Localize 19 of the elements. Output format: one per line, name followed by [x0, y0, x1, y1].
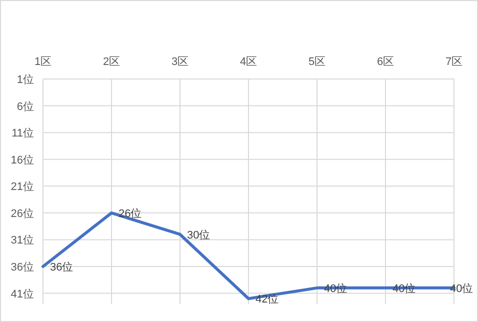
y-tick-label: 26位: [10, 208, 34, 220]
y-tick-label: 41位: [10, 288, 34, 300]
x-tick-label: 7区: [445, 56, 463, 68]
y-tick-label: 16位: [10, 154, 34, 166]
x-tick-label: 3区: [171, 56, 189, 68]
data-label: 36位: [50, 262, 74, 274]
data-label: 30位: [187, 229, 210, 242]
y-tick-label: 1位: [16, 74, 34, 86]
y-tick-label: 11位: [12, 128, 34, 140]
x-tick-label: 4区: [240, 56, 258, 68]
y-tick-label: 36位: [10, 262, 34, 274]
y-tick-label: 6位: [16, 100, 34, 113]
x-tick-label: 6区: [376, 56, 394, 68]
y-tick-label: 31位: [10, 234, 34, 247]
data-label: 40位: [450, 282, 474, 295]
x-tick-label: 2区: [102, 56, 120, 68]
x-tick-label: 1区: [34, 56, 52, 68]
x-tick-label: 5区: [308, 56, 326, 68]
y-tick-label: 21位: [10, 181, 34, 194]
